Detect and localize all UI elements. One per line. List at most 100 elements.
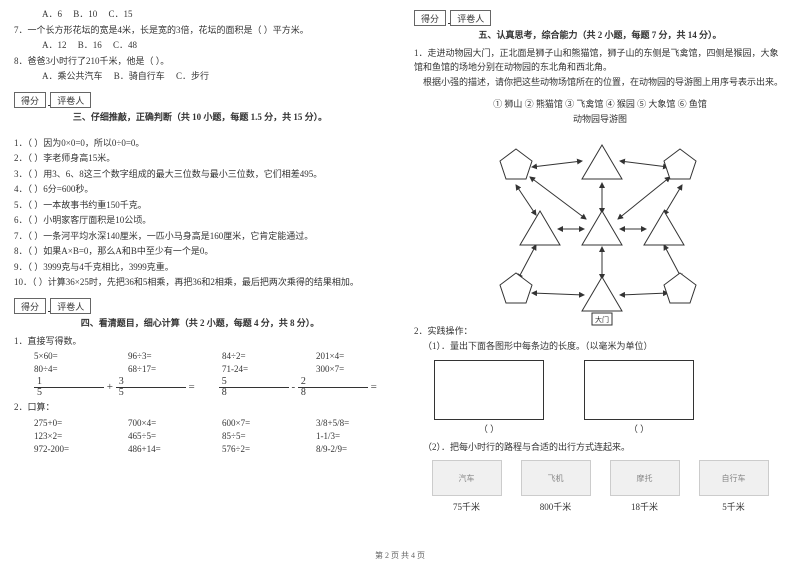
map-title: 动物园导游图 — [414, 113, 786, 127]
judge-item: 6．（ ）小明家客厅面积是10公顷。 — [14, 214, 386, 228]
car-icon: 汽车 — [432, 460, 502, 496]
expr: 1-1/3= — [316, 431, 386, 441]
p2a-text: （1）．量出下面各图形中每条边的长度。（以毫米为单位） — [414, 340, 786, 354]
calc-row: 275+0= 700×4= 600×7= 3/8+5/8= — [34, 418, 386, 428]
section-3-title: 三、仔细推敲，正确判断（共 10 小题，每题 1.5 分，共 15 分）。 — [14, 110, 386, 123]
triangle-icon — [582, 145, 622, 179]
score-row-4: 得分 评卷人 — [14, 298, 386, 314]
expr: 80÷4= — [34, 364, 104, 374]
p1-text-a: 1．走进动物园大门，正北面是狮子山和熊猫馆，狮子山的东侧是飞禽馆，四侧是猴园，大… — [414, 47, 786, 74]
rectangle-shape — [584, 360, 694, 420]
bicycle-icon: 自行车 — [699, 460, 769, 496]
expr: 972-200= — [34, 444, 104, 454]
expr: 8/9-2/9= — [316, 444, 386, 454]
triangle-icon — [582, 211, 622, 245]
section-5-title: 五、认真思考，综合能力（共 2 小题，每题 7 分，共 14 分）。 — [414, 28, 786, 41]
opt: C．48 — [113, 40, 137, 50]
frac-row: 15 + 35 = 58 - 28 = — [34, 377, 386, 398]
q8-text: 8．爸爸3小时行了210千米，他是（ ）。 — [14, 55, 386, 69]
box-blanks: （ ） （ ） — [434, 422, 786, 435]
motorcycle-icon: 摩托 — [610, 460, 680, 496]
map-svg: 大门 — [470, 131, 730, 331]
pentagon-icon — [500, 273, 532, 303]
zoo-map-diagram: 大门 — [470, 131, 730, 321]
grader-box: 评卷人 — [50, 298, 91, 314]
frac-expr: 15 + 35 = — [34, 377, 195, 398]
expr: 300×7= — [316, 364, 386, 374]
calc1-label: 1．直接写得数。 — [14, 335, 386, 349]
expr: 465÷5= — [128, 431, 198, 441]
expr: 700×4= — [128, 418, 198, 428]
right-column: 得分 评卷人 五、认真思考，综合能力（共 2 小题，每题 7 分，共 14 分）… — [400, 0, 800, 565]
p1-text-b: 根据小强的描述，请你把这些动物场馆所在的位置，在动物园的导游图上用序号表示出来。 — [414, 76, 786, 90]
judge-item: 10．（ ）计算36×25时，先把36和5相乘，再把36和2相乘，最后把两次乘得… — [14, 276, 386, 290]
legend: ① 狮山 ② 熊猫馆 ③ 飞禽馆 ④ 猴园 ⑤ 大象馆 ⑥ 鱼馆 — [414, 98, 786, 112]
judge-item: 5．（ ）一本故事书约重150千克。 — [14, 199, 386, 213]
calc-row: 123×2= 465÷5= 85÷5= 1-1/3= — [34, 431, 386, 441]
opt: A．12 — [42, 40, 67, 50]
gate-label: 大门 — [595, 315, 609, 324]
calc-row: 80÷4= 68÷17= 71-24= 300×7= — [34, 364, 386, 374]
expr: 84÷2= — [222, 351, 292, 361]
fraction-icon: 15 — [34, 377, 104, 398]
expr: 71-24= — [222, 364, 292, 374]
expr: 275+0= — [34, 418, 104, 428]
expr: 68÷17= — [128, 364, 198, 374]
score-box: 得分 — [414, 10, 446, 26]
expr: 85÷5= — [222, 431, 292, 441]
fraction-icon: 58 — [219, 377, 289, 398]
q8-options: A．乘公共汽车 B．骑自行车 C．步行 — [14, 70, 386, 84]
expr: 123×2= — [34, 431, 104, 441]
calc2-label: 2．口算： — [14, 401, 386, 415]
expr: 3/8+5/8= — [316, 418, 386, 428]
score-box: 得分 — [14, 92, 46, 108]
grader-box: 评卷人 — [450, 10, 491, 26]
expr: 5×60= — [34, 351, 104, 361]
expr: 576÷2= — [222, 444, 292, 454]
distance: 18千米 — [610, 500, 680, 513]
opt: C．步行 — [176, 71, 209, 81]
opt: A．乘公共汽车 — [42, 71, 103, 81]
judge-item: 9．（ ）3999克与4千克相比，3999克重。 — [14, 261, 386, 275]
q7-options: A．12 B．16 C．48 — [14, 39, 386, 53]
frac-expr: 58 - 28 = — [219, 377, 377, 398]
fraction-icon: 35 — [116, 377, 186, 398]
blank: （ ） — [434, 422, 544, 435]
calc-row: 972-200= 486+14= 576÷2= 8/9-2/9= — [34, 444, 386, 454]
opt: B．10 — [73, 9, 97, 19]
q7-text: 7．一个长方形花坛的宽是4米，长是宽的3倍，花坛的面积是（ ）平方米。 — [14, 24, 386, 38]
expr: 96÷3= — [128, 351, 198, 361]
pentagon-icon — [500, 149, 532, 179]
expr: 201×4= — [316, 351, 386, 361]
judge-item: 2．（ ）李老师身高15米。 — [14, 152, 386, 166]
distance: 5千米 — [699, 500, 769, 513]
distance: 800千米 — [521, 500, 591, 513]
fraction-icon: 28 — [298, 377, 368, 398]
p2b-text: （2）．把每小时行的路程与合适的出行方式连起来。 — [414, 441, 786, 455]
expr: 600×7= — [222, 418, 292, 428]
left-column: A．6 B．10 C．15 7．一个长方形花坛的宽是4米，长是宽的3倍，花坛的面… — [0, 0, 400, 565]
pentagon-icon — [664, 149, 696, 179]
distance-row: 75千米 800千米 18千米 5千米 — [422, 500, 778, 513]
judge-item: 8．（ ）如果A×B=0，那么A和B中至少有一个是0。 — [14, 245, 386, 259]
triangle-icon — [644, 211, 684, 245]
distance: 75千米 — [432, 500, 502, 513]
measure-boxes — [434, 360, 786, 420]
grader-box: 评卷人 — [50, 92, 91, 108]
rectangle-shape — [434, 360, 544, 420]
expr: 486+14= — [128, 444, 198, 454]
opt: B．16 — [78, 40, 102, 50]
pentagon-icon — [664, 273, 696, 303]
plane-icon: 飞机 — [521, 460, 591, 496]
opt: B．骑自行车 — [114, 71, 165, 81]
q6-options: A．6 B．10 C．15 — [14, 8, 386, 22]
blank: （ ） — [584, 422, 694, 435]
score-row-3: 得分 评卷人 — [14, 92, 386, 108]
judge-item: 7．（ ）一条河平均水深140厘米，一匹小马身高是160厘米，它肯定能通过。 — [14, 230, 386, 244]
opt: C．15 — [109, 9, 133, 19]
triangle-icon — [582, 277, 622, 311]
opt: A．6 — [42, 9, 62, 19]
section-4-title: 四、看清题目，细心计算（共 2 小题，每题 4 分，共 8 分）。 — [14, 316, 386, 329]
judge-item: 3．（ ）用3、6、8这三个数字组成的最大三位数与最小三位数，它们相差495。 — [14, 168, 386, 182]
page-footer: 第 2 页 共 4 页 — [0, 550, 800, 561]
